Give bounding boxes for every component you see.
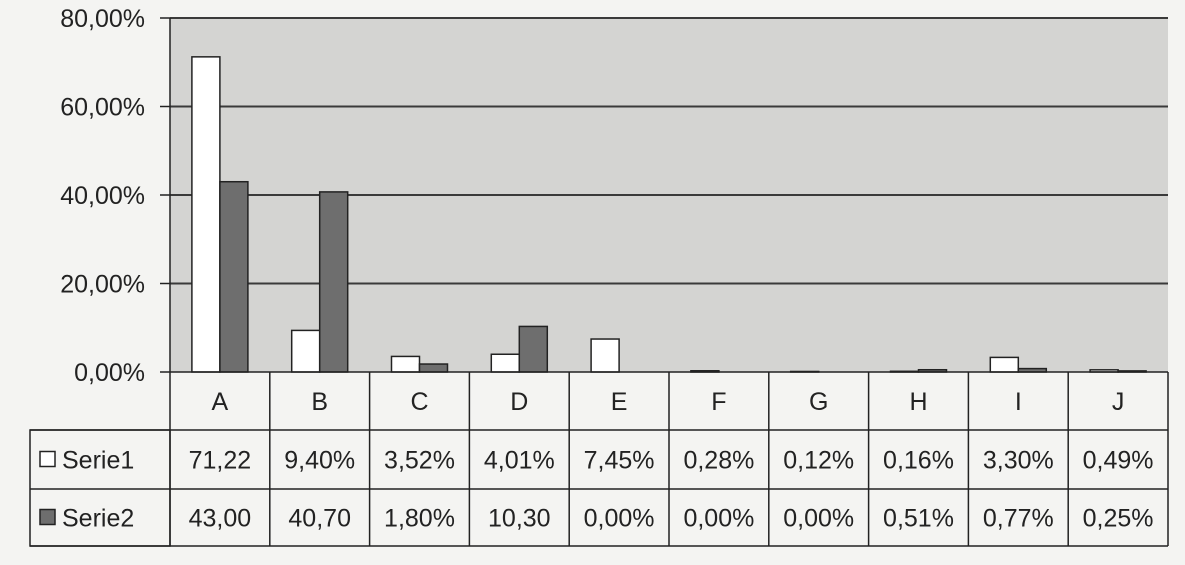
bar-serie1-a <box>191 56 221 373</box>
y-axis: 0,00% 20,00% 40,00% 60,00% 80,00% <box>60 5 171 387</box>
y-tick-label: 0,00% <box>74 359 145 387</box>
category-label: E <box>611 388 628 416</box>
data-label-serie2: 0,51% <box>883 505 954 533</box>
data-label-serie2: 43,00 <box>189 505 252 533</box>
y-tick-label: 40,00% <box>60 182 145 210</box>
data-label-serie1: 0,49% <box>1083 447 1154 475</box>
bar-serie1-e <box>590 338 620 373</box>
data-label-serie1: 0,28% <box>683 447 754 475</box>
category-label: J <box>1112 388 1125 416</box>
data-label-serie2: 10,30 <box>488 505 551 533</box>
bar-serie1-b <box>290 329 321 373</box>
data-label-serie1: 71,22 <box>189 447 252 475</box>
category-label: I <box>1015 388 1022 416</box>
category-label: D <box>510 388 528 416</box>
bar-serie2-b <box>318 191 349 373</box>
data-label-serie1: 9,40% <box>284 447 355 475</box>
category-label: C <box>410 388 428 416</box>
y-tick-label: 80,00% <box>60 5 145 33</box>
data-label-serie1: 3,30% <box>983 447 1054 475</box>
category-label: H <box>909 388 927 416</box>
bar-serie1-i <box>989 356 1020 373</box>
data-label-serie2: 0,25% <box>1083 505 1154 533</box>
data-label-serie2: 0,00% <box>783 505 854 533</box>
data-label-serie2: 0,00% <box>683 505 754 533</box>
data-label-serie2: 1,80% <box>384 505 455 533</box>
legend-label-serie1: Serie1 <box>62 447 134 475</box>
data-label-serie1: 3,52% <box>384 447 455 475</box>
category-label: B <box>311 388 328 416</box>
legend-swatch-serie2 <box>39 508 56 526</box>
legend-swatch-serie1 <box>39 450 56 468</box>
data-table: A B C D E F G H I J Serie1 71,22 9,40% 3,52% 4,01% 7,45… <box>29 371 1169 547</box>
data-label-serie1: 0,16% <box>883 447 954 475</box>
category-label: G <box>809 388 828 416</box>
data-label-serie1: 7,45% <box>584 447 655 475</box>
bar-serie1-d <box>490 353 521 373</box>
bar-serie2-d <box>518 325 549 373</box>
data-label-serie1: 0,12% <box>783 447 854 475</box>
y-tick-label: 20,00% <box>60 271 145 299</box>
y-tick-label: 60,00% <box>60 94 145 122</box>
legend-label-serie2: Serie2 <box>62 505 134 533</box>
bar-serie2-c <box>418 363 449 373</box>
data-label-serie2: 0,77% <box>983 505 1054 533</box>
category-label: A <box>212 388 229 416</box>
bar-serie2-a <box>219 180 249 373</box>
category-label: F <box>711 388 726 416</box>
data-label-serie1: 4,01% <box>484 447 555 475</box>
data-label-serie2: 0,00% <box>584 505 655 533</box>
data-label-serie2: 40,70 <box>288 505 351 533</box>
bar-serie1-c <box>390 355 421 373</box>
